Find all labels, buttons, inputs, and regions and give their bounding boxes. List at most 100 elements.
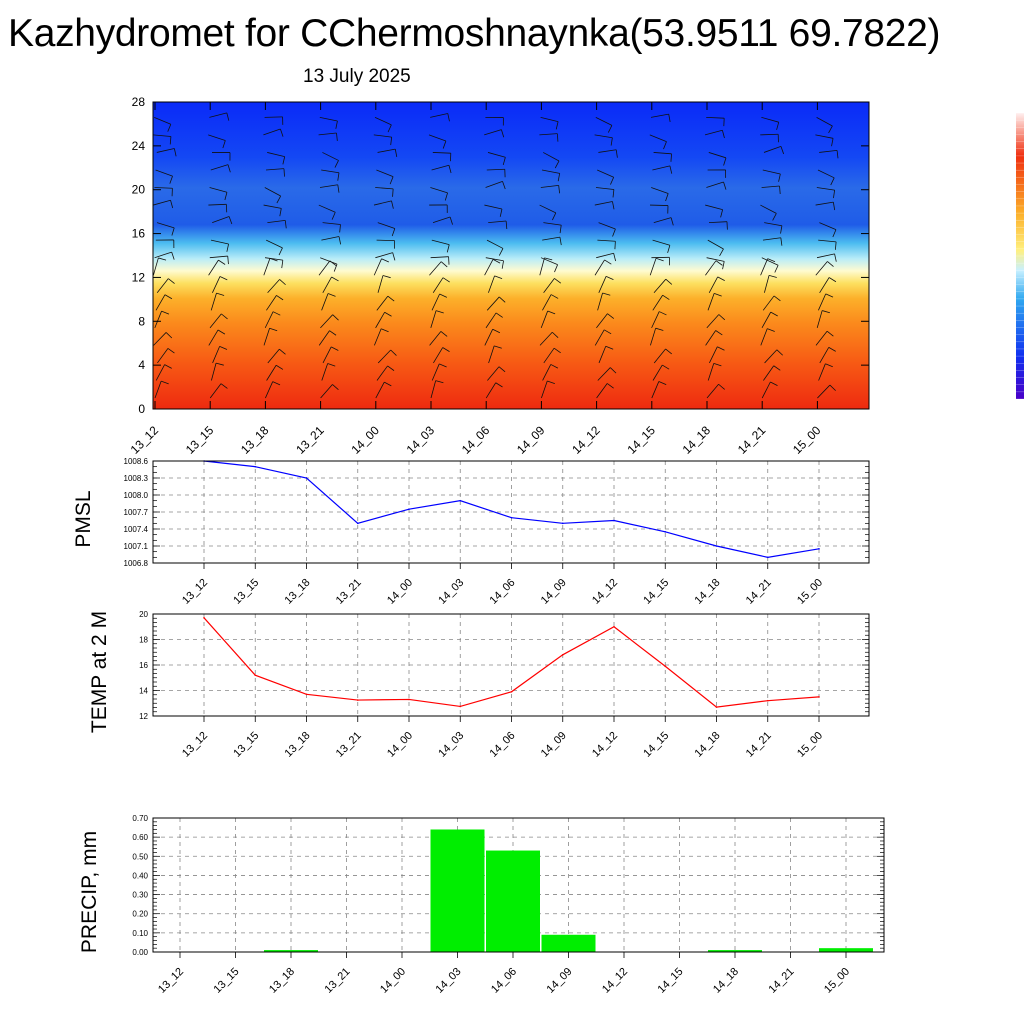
x-tick-label: 14_06 [459, 423, 493, 457]
wind-barb-shaft [377, 222, 395, 229]
wind-barb-shaft [376, 365, 388, 381]
wind-barb-flag [554, 278, 562, 284]
wind-barb-flag [501, 129, 505, 138]
wind-barb-flag [226, 112, 230, 121]
wind-barb-flag [327, 293, 336, 297]
wind-barb-flag [552, 212, 557, 221]
page-subtitle: 13 July 2025 [303, 66, 411, 87]
wind-barb-flag [827, 261, 834, 267]
wind-barb-flag [604, 259, 612, 265]
y-tick-label: 0.70 [132, 814, 148, 823]
x-tick-label: 14_15 [624, 423, 658, 457]
wind-barb-shaft [377, 349, 391, 364]
wind-barb-shaft [598, 346, 607, 364]
wind-barb-flag [715, 260, 723, 266]
y-tick-label: 16 [139, 661, 148, 670]
y-tick-label: 28 [132, 95, 146, 109]
wind-barb-shaft [266, 295, 277, 311]
wind-barb-flag [773, 295, 781, 302]
wind-barb-shaft [707, 239, 724, 250]
wind-barb-shaft [377, 148, 396, 153]
wind-barb-flag [553, 347, 561, 354]
wind-barb-shaft [318, 260, 331, 276]
y-axis-title: PRECIP, mm [78, 831, 101, 953]
wind-barb-flag [227, 256, 229, 265]
wind-barb-shaft [208, 134, 226, 141]
wind-barb-flag [670, 153, 672, 162]
wind-barb-shaft [153, 199, 171, 206]
x-tick-label: 14_06 [488, 577, 518, 607]
wind-barb-flag [544, 257, 553, 261]
x-tick-label: 14_09 [539, 577, 569, 607]
wind-barb-flag [655, 327, 664, 331]
wind-barb-shaft [484, 129, 502, 136]
wind-barb-shaft [818, 293, 827, 311]
wind-barb-shaft [652, 295, 663, 311]
wind-barb-shaft [761, 381, 771, 399]
wind-barb-flag [498, 248, 504, 256]
x-tick-label: 13_21 [323, 966, 353, 996]
wind-barb-flag [219, 346, 228, 350]
wind-barb-shaft [375, 381, 385, 399]
wind-barb-flag [602, 292, 611, 296]
wind-barb-flag [442, 140, 447, 149]
wind-barb-shaft [705, 330, 716, 346]
wind-barb-shaft [818, 239, 837, 243]
wind-barb-shaft [376, 169, 394, 178]
wind-barb-flag [168, 278, 175, 284]
wind-barb-shaft [208, 259, 219, 276]
data-point [356, 699, 359, 701]
wind-barb-shaft [595, 187, 614, 190]
wind-barb-flag [164, 294, 173, 300]
data-point [305, 693, 308, 696]
y-tick-label: 0.10 [132, 929, 148, 938]
wind-barb-shaft [374, 116, 392, 126]
x-tick-label: 13_15 [231, 577, 261, 607]
wind-barb-flag [767, 328, 775, 332]
wind-barb-flag [282, 156, 286, 165]
wind-barb-shaft [819, 149, 838, 153]
wind-barb-flag [720, 209, 724, 218]
wind-barb-shaft [432, 152, 451, 154]
wind-barb-shaft [157, 348, 169, 364]
wind-barb-flag [171, 227, 175, 236]
data-point [766, 699, 769, 702]
data-point [561, 654, 564, 656]
wind-barb-shaft [542, 364, 552, 381]
y-tick-label: 1008.0 [124, 491, 149, 500]
wind-barb-flag [167, 124, 172, 132]
wind-barb-flag [337, 172, 340, 181]
x-tick-label: 14_15 [656, 966, 686, 996]
wind-barb-flag [279, 348, 286, 355]
precip-bar [541, 934, 596, 952]
x-tick-label: 13_18 [283, 730, 313, 760]
wind-barb-flag [337, 184, 340, 193]
wind-barb-flag [387, 295, 395, 302]
page-title: Kazhydromet for CChermoshnaynka(53.9511 … [8, 12, 941, 55]
y-tick-label: 0.40 [132, 871, 148, 880]
wind-barb-flag [610, 177, 615, 185]
x-tick-label: 15_00 [795, 577, 825, 607]
x-tick-label: 14_15 [641, 730, 671, 760]
wind-barb-flag [670, 217, 674, 226]
wind-barb-shaft [487, 152, 506, 158]
wind-barb-flag [221, 313, 228, 320]
wind-barb-flag [550, 294, 559, 299]
wind-barb-flag [717, 346, 725, 351]
wind-barb-shaft [816, 310, 823, 328]
data-point [408, 508, 410, 510]
wind-barb-shaft [322, 276, 332, 293]
wind-barb-shaft [487, 366, 500, 381]
wind-barb-shaft [815, 134, 834, 139]
wind-barb-shaft [430, 310, 437, 328]
wind-barb-flag [767, 258, 776, 263]
wind-barb-shaft [539, 257, 545, 276]
x-tick-label: 13_18 [267, 966, 297, 996]
x-tick-label: 14_18 [693, 730, 723, 760]
wind-barb-flag [502, 157, 506, 166]
x-tick-label: 14_12 [590, 577, 620, 607]
wind-barb-shaft [209, 313, 222, 329]
wind-barb-flag [722, 261, 725, 270]
wind-barb-shaft [485, 312, 497, 329]
wind-barb-flag [332, 384, 339, 391]
